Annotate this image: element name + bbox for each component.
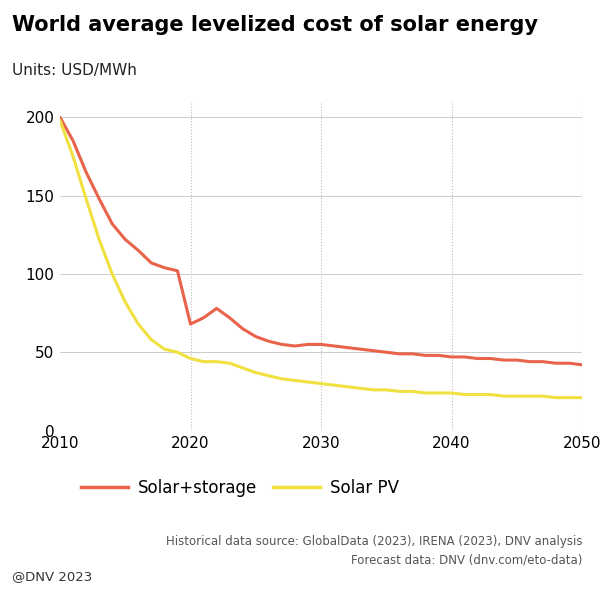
Legend: Solar+storage, Solar PV: Solar+storage, Solar PV: [81, 479, 399, 497]
Text: Forecast data: DNV (dnv.com/eto-data): Forecast data: DNV (dnv.com/eto-data): [350, 553, 582, 566]
Text: Units: USD/MWh: Units: USD/MWh: [12, 63, 137, 78]
Text: World average levelized cost of solar energy: World average levelized cost of solar en…: [12, 15, 538, 35]
Text: @DNV 2023: @DNV 2023: [12, 570, 92, 583]
Text: Historical data source: GlobalData (2023), IRENA (2023), DNV analysis: Historical data source: GlobalData (2023…: [166, 535, 582, 548]
